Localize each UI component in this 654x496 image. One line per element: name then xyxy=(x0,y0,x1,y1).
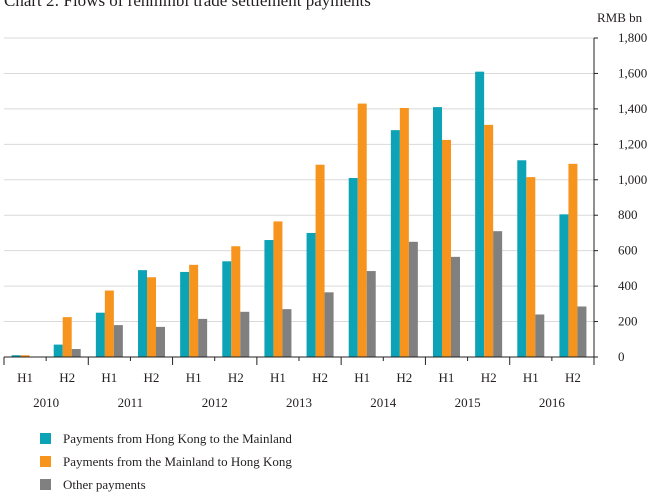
bar xyxy=(315,164,325,357)
legend-swatch xyxy=(40,479,51,490)
x-tick-label: H2 xyxy=(565,370,581,385)
x-tick-label: H1 xyxy=(439,370,455,385)
x-tick-label: H2 xyxy=(396,370,412,385)
x-tick-label: H1 xyxy=(186,370,202,385)
y-tick-label: 1,200 xyxy=(618,136,647,151)
x-tick-label: H1 xyxy=(523,370,539,385)
bar xyxy=(324,292,334,357)
bar xyxy=(517,160,527,357)
x-tick-label: H1 xyxy=(270,370,286,385)
y-tick-label: 1,400 xyxy=(618,101,647,116)
legend-label: Other payments xyxy=(63,476,146,492)
bar xyxy=(198,318,208,357)
legend: Payments from Hong Kong to the Mainland P… xyxy=(40,427,292,496)
bar xyxy=(526,177,536,357)
bar xyxy=(189,264,199,357)
legend-item: Other payments xyxy=(40,473,292,496)
bar xyxy=(399,108,409,357)
bar xyxy=(113,325,123,357)
y-tick-label: 1,600 xyxy=(618,65,647,80)
bars xyxy=(11,71,587,357)
bar xyxy=(147,277,156,357)
bar xyxy=(390,130,400,357)
bar xyxy=(273,221,283,357)
y-tick-label: 0 xyxy=(618,349,625,364)
x-tick-label: H2 xyxy=(312,370,328,385)
x-tick-label: H2 xyxy=(481,370,497,385)
bar xyxy=(357,103,367,357)
bar xyxy=(104,290,114,357)
bar xyxy=(156,326,165,357)
x-year-label: 2011 xyxy=(118,395,144,410)
bar xyxy=(348,178,358,357)
bar xyxy=(568,163,578,357)
bar xyxy=(306,232,316,357)
bar xyxy=(95,312,105,357)
x-year-label: 2012 xyxy=(202,395,228,410)
y-tick-label: 400 xyxy=(618,278,638,293)
bar xyxy=(222,261,232,357)
bar-chart: 0 200 400 600 800 1,000 1,200 1,400 1,600 1,800 H… xyxy=(3,10,647,410)
y-axis-ticks: 0 200 400 600 800 1,000 1,200 1,400 1,600 1,800 xyxy=(594,30,647,364)
legend-swatch xyxy=(40,456,51,467)
bar xyxy=(53,344,63,357)
bar xyxy=(366,271,376,357)
bar xyxy=(559,214,569,357)
y-tick-label: 600 xyxy=(618,243,638,258)
chart-title: Chart 2: Flows of renminbi trade settlem… xyxy=(4,0,371,10)
bar xyxy=(240,311,250,357)
x-tick-label: H1 xyxy=(17,370,33,385)
bar xyxy=(408,241,418,357)
legend-label: Payments from Hong Kong to the Mainland xyxy=(63,430,292,446)
bar xyxy=(62,317,72,357)
bar xyxy=(535,314,545,357)
bar xyxy=(231,246,241,357)
legend-swatch xyxy=(40,433,51,444)
bar xyxy=(493,231,503,357)
legend-item: Payments from Hong Kong to the Mainland xyxy=(40,427,292,450)
bar xyxy=(451,256,460,357)
x-tick-label: H1 xyxy=(101,370,117,385)
x-year-label: 2013 xyxy=(286,395,312,410)
x-year-label: 2015 xyxy=(455,395,481,410)
x-tick-label: H2 xyxy=(144,370,160,385)
y-tick-label: 200 xyxy=(618,314,638,329)
bar xyxy=(433,107,442,357)
y-tick-label: 1,000 xyxy=(618,172,647,187)
legend-item: Payments from the Mainland to Hong Kong xyxy=(40,450,292,473)
x-tick-label: H2 xyxy=(59,370,75,385)
y-tick-label: 1,800 xyxy=(618,30,647,45)
bar xyxy=(180,271,190,357)
bar xyxy=(282,309,292,357)
bar xyxy=(577,306,587,357)
bar xyxy=(442,139,451,357)
bar xyxy=(71,349,81,357)
x-year-label: 2016 xyxy=(539,395,566,410)
x-year-label: 2014 xyxy=(370,395,397,410)
bar xyxy=(138,270,147,357)
x-year-label: 2010 xyxy=(33,395,59,410)
bar xyxy=(11,355,21,357)
legend-label: Payments from the Mainland to Hong Kong xyxy=(63,453,292,469)
bar xyxy=(20,355,30,357)
x-tick-label: H2 xyxy=(228,370,244,385)
grid-lines xyxy=(4,37,594,323)
bar xyxy=(484,124,494,357)
bar xyxy=(475,71,485,357)
y-axis-unit-label: RMB bn xyxy=(597,10,643,25)
y-tick-label: 800 xyxy=(618,207,638,222)
bar xyxy=(264,240,274,357)
x-tick-label: H1 xyxy=(354,370,370,385)
